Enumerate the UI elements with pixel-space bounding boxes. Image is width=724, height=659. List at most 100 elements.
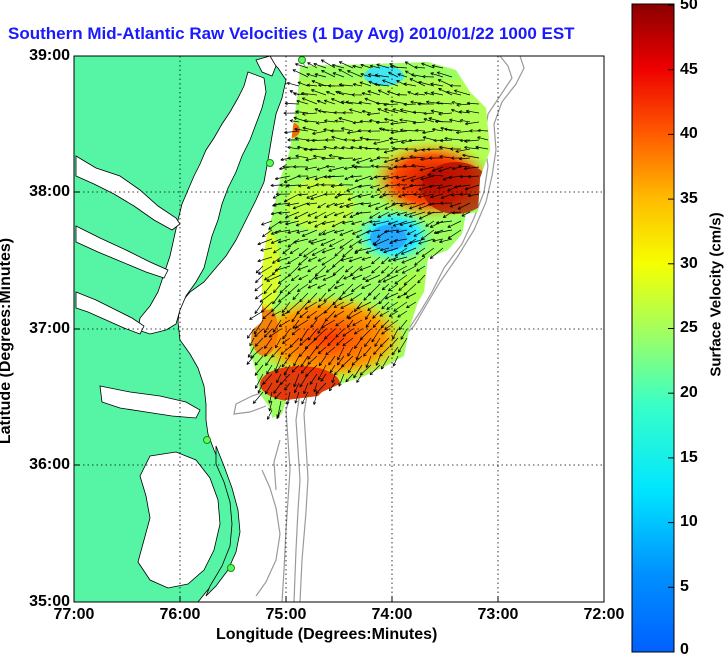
- velocity-arrow: [254, 328, 264, 338]
- velocity-arrow: [464, 145, 480, 150]
- velocity-arrow: [327, 283, 336, 292]
- velocity-arrow: [415, 128, 426, 133]
- velocity-arrow: [400, 247, 417, 255]
- velocity-arrow: [454, 184, 471, 189]
- velocity-arrow: [353, 364, 363, 379]
- velocity-arrow: [268, 391, 273, 404]
- velocity-arrow: [415, 92, 426, 96]
- velocity-arrow: [252, 391, 264, 404]
- velocity-arrow: [372, 310, 381, 319]
- velocity-arrow: [456, 103, 471, 107]
- velocity-arrow: [369, 364, 381, 376]
- velocity-arrow: [417, 102, 435, 106]
- velocity-arrow: [339, 202, 354, 209]
- velocity-arrow: [381, 127, 399, 132]
- velocity-arrow: [425, 220, 435, 227]
- velocity-arrow: [459, 192, 471, 197]
- velocity-arrow: [408, 138, 426, 143]
- velocity-arrow: [345, 100, 363, 105]
- velocity-arrow: [312, 130, 327, 135]
- colorbar-tick-label: 30: [680, 255, 698, 272]
- velocity-arrow: [262, 373, 273, 385]
- velocity-arrow: [306, 72, 318, 78]
- velocity-arrow: [347, 364, 354, 374]
- velocity-arrow: [294, 319, 309, 329]
- velocity-arrow: [321, 247, 336, 254]
- velocity-arrow: [296, 283, 309, 292]
- velocity-arrow: [399, 118, 417, 123]
- velocity-arrow: [310, 89, 327, 96]
- velocity-arrow: [373, 139, 390, 145]
- velocity-arrow: [424, 91, 435, 96]
- velocity-arrow: [272, 292, 282, 305]
- velocity-arrow: [301, 391, 309, 405]
- velocity-arrow: [335, 90, 345, 96]
- velocity-arrow: [293, 382, 300, 394]
- velocity-arrow: [369, 64, 381, 69]
- velocity-arrow: [331, 98, 345, 105]
- velocity-arrow: [362, 274, 372, 280]
- velocity-arrow: [297, 174, 309, 178]
- velocity-arrow: [309, 373, 318, 385]
- velocity-arrow: [374, 73, 390, 78]
- velocity-arrow: [380, 355, 390, 370]
- velocity-arrow: [418, 238, 435, 245]
- velocity-arrow: [384, 108, 399, 114]
- velocity-arrow: [430, 193, 444, 199]
- velocity-arrow: [340, 256, 354, 262]
- velocity-arrow: [286, 202, 300, 207]
- velocity-arrow: [306, 310, 318, 319]
- velocity-arrow: [432, 238, 444, 243]
- velocity-arrow: [365, 229, 381, 234]
- velocity-arrow: [387, 220, 399, 226]
- velocity-arrow: [358, 100, 372, 105]
- velocity-arrow: [323, 292, 336, 302]
- velocity-arrow: [351, 164, 363, 168]
- velocity-arrow: [349, 292, 363, 302]
- velocity-arrow: [294, 211, 309, 219]
- velocity-arrow: [381, 283, 390, 291]
- velocity-arrow: [305, 157, 318, 162]
- velocity-arrow: [342, 247, 354, 258]
- velocity-arrow: [432, 166, 444, 172]
- velocity-arrow: [338, 373, 345, 387]
- velocity-arrow: [375, 147, 390, 151]
- velocity-arrow: [311, 247, 327, 256]
- velocity-arrow: [352, 319, 363, 326]
- velocity-arrow: [352, 64, 363, 69]
- velocity-arrow: [307, 62, 318, 69]
- velocity-arrow: [266, 364, 273, 375]
- velocity-arrow: [303, 247, 318, 258]
- velocity-arrow: [403, 82, 417, 87]
- velocity-arrow: [426, 100, 444, 105]
- velocity-arrow: [254, 283, 264, 292]
- velocity-arrow: [336, 274, 345, 284]
- velocity-arrow: [430, 72, 444, 78]
- velocity-arrow: [430, 82, 444, 87]
- velocity-arrow: [247, 346, 255, 358]
- colorbar-ticks: [668, 4, 674, 588]
- velocity-arrow: [307, 211, 318, 217]
- velocity-arrow: [338, 117, 354, 123]
- velocity-arrow: [395, 229, 408, 234]
- velocity-arrow: [292, 292, 300, 301]
- velocity-arrow: [351, 220, 363, 225]
- velocity-arrow: [307, 256, 318, 262]
- velocity-arrow: [354, 337, 363, 349]
- velocity-arrow: [467, 193, 480, 198]
- velocity-arrow: [328, 355, 336, 366]
- velocity-arrow: [340, 127, 354, 132]
- velocity-arrow: [287, 238, 300, 248]
- velocity-arrow: [475, 145, 489, 150]
- velocity-arrow: [392, 202, 408, 206]
- velocity-arrow: [271, 310, 282, 317]
- velocity-arrow: [369, 184, 381, 189]
- velocity-arrow: [270, 229, 282, 235]
- velocity-arrow: [292, 202, 309, 210]
- velocity-arrow: [316, 99, 327, 105]
- velocity-arrow: [299, 310, 309, 319]
- velocity-arrow: [321, 319, 336, 329]
- velocity-arrow: [318, 109, 336, 114]
- velocity-arrow: [376, 156, 390, 160]
- velocity-arrow: [352, 229, 363, 235]
